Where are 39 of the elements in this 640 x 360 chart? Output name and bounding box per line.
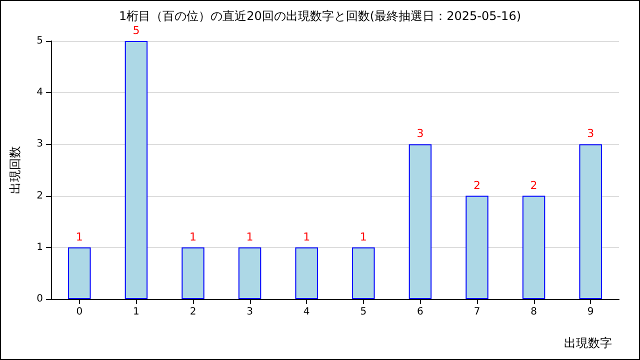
x-tick-label: 5 — [360, 306, 367, 318]
bar — [408, 144, 432, 299]
data-label: 2 — [530, 178, 538, 192]
bar — [68, 247, 91, 299]
y-tick-label: 3 — [36, 138, 43, 150]
x-axis-title: 出現数字 — [564, 336, 612, 350]
x-tick-label: 0 — [76, 306, 83, 318]
bar — [579, 144, 602, 299]
bar — [182, 247, 204, 299]
x-tick-label: 7 — [474, 306, 480, 318]
bar — [295, 247, 318, 299]
data-label: 5 — [132, 24, 140, 37]
data-label: 1 — [360, 230, 367, 244]
data-label: 2 — [474, 178, 480, 192]
bar — [466, 196, 488, 299]
data-label: 3 — [587, 127, 594, 140]
x-tick-label: 2 — [190, 306, 196, 318]
bar — [124, 41, 148, 299]
chart-title: 1桁目（百の位）の直近20回の出現数字と回数(最終抽選日：2025-05-16) — [118, 9, 522, 23]
x-tick-label: 9 — [587, 306, 594, 318]
y-axis-title: 出現回数 — [8, 146, 22, 194]
data-label: 1 — [303, 230, 310, 244]
bar — [522, 196, 546, 299]
y-tick-label: 2 — [36, 190, 43, 202]
x-tick-label: 1 — [133, 306, 140, 318]
data-label: 1 — [190, 230, 196, 244]
y-tick-label: 0 — [36, 294, 43, 304]
data-label: 1 — [76, 230, 83, 244]
y-tick-label: 4 — [36, 87, 43, 98]
y-tick-label: 1 — [36, 242, 43, 253]
x-tick-label: 6 — [417, 306, 424, 318]
x-tick-label: 4 — [303, 306, 310, 318]
x-tick-label: 8 — [530, 306, 537, 318]
bar — [238, 247, 262, 299]
bar — [352, 247, 375, 299]
data-label: 1 — [246, 230, 254, 244]
x-tick-label: 3 — [246, 306, 253, 318]
data-label: 3 — [416, 127, 424, 140]
y-tick-label: 5 — [36, 36, 43, 46]
